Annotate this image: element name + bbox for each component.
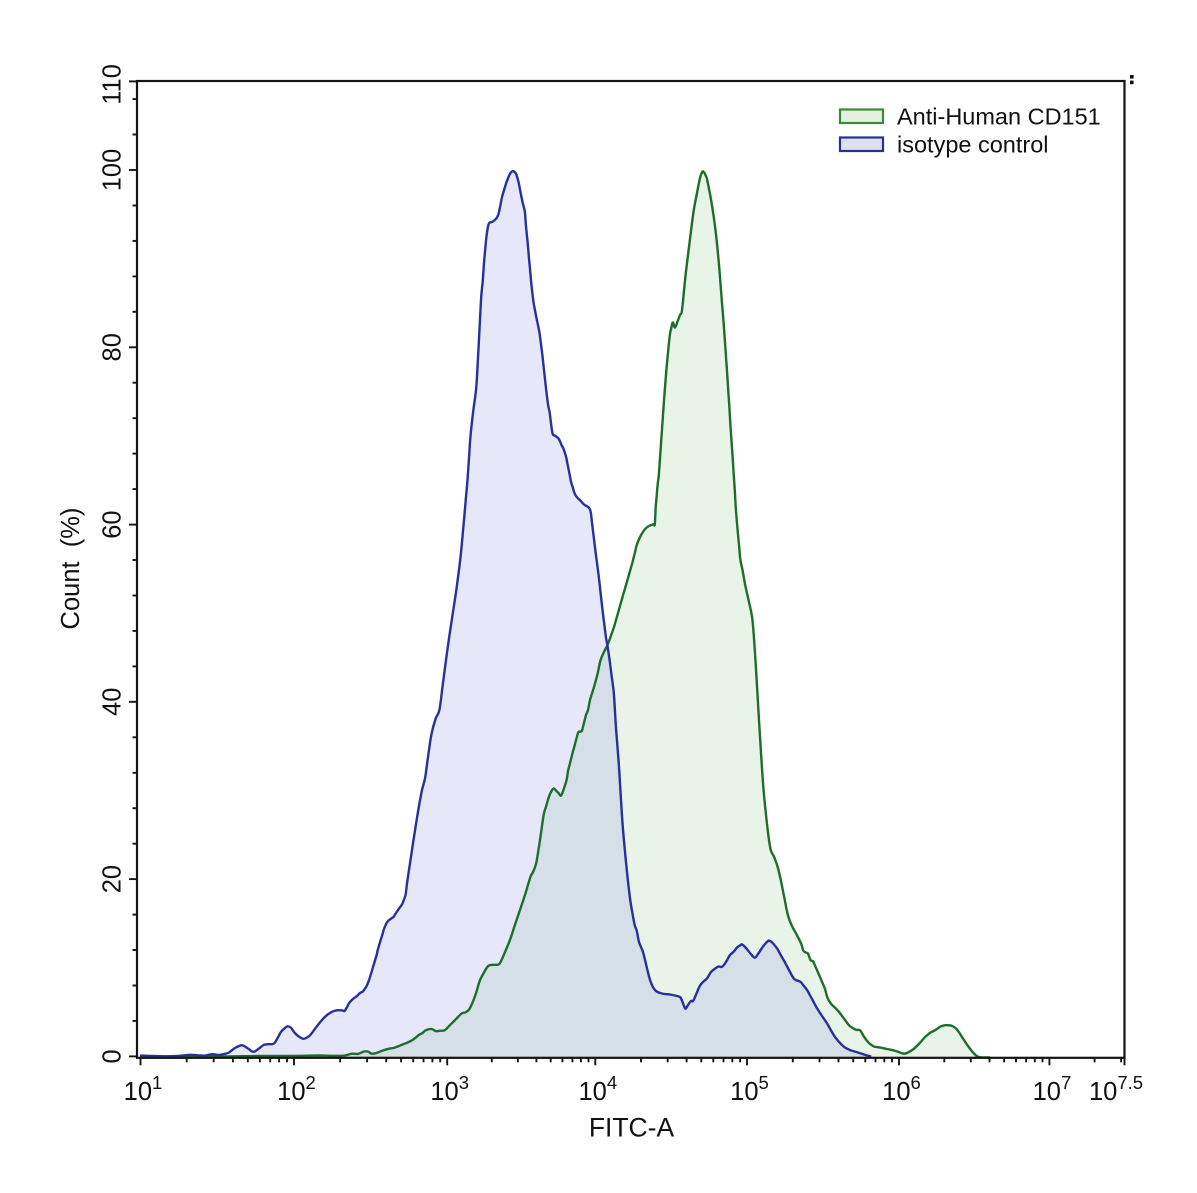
svg-text:20: 20: [99, 865, 127, 893]
svg-text:60: 60: [99, 510, 127, 538]
svg-text:Anti-Human CD151: Anti-Human CD151: [897, 104, 1101, 130]
svg-text:80: 80: [99, 333, 127, 361]
svg-text:100: 100: [99, 149, 127, 192]
svg-text:110: 110: [99, 64, 127, 105]
svg-text:Count (%): Count (%): [57, 508, 85, 630]
svg-text:40: 40: [99, 688, 127, 716]
svg-text:isotype control: isotype control: [897, 132, 1049, 158]
svg-text:FITC-A: FITC-A: [589, 1113, 675, 1143]
svg-text:0: 0: [99, 1049, 127, 1063]
